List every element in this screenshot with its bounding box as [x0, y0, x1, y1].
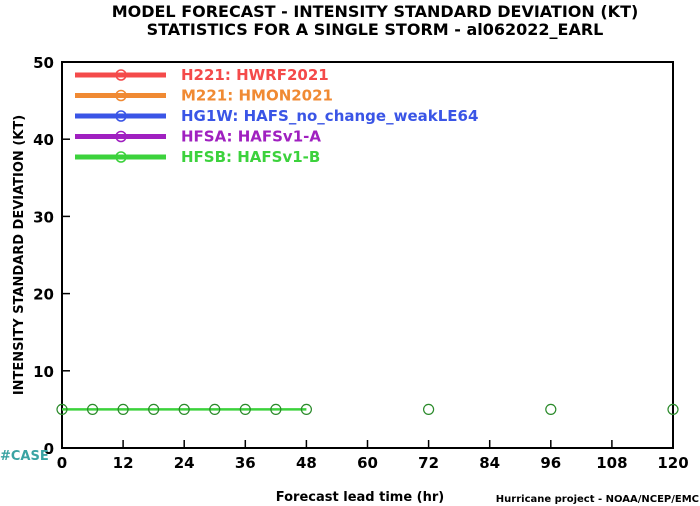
case-marker	[423, 403, 435, 415]
x-tick-label: 84	[479, 454, 500, 472]
x-tick-label: 0	[57, 454, 67, 472]
legend-marker	[115, 130, 127, 143]
case-marker	[239, 403, 251, 415]
case-marker	[667, 403, 679, 415]
case-markers	[56, 403, 679, 415]
legend-label: H221: HWRF2021	[181, 66, 329, 84]
y-axis-ticks: 0 10 20 30 40 50	[33, 54, 70, 458]
x-tick-label: 24	[174, 454, 195, 472]
y-tick-label: 0	[44, 440, 54, 458]
x-axis-ticks: 0 12 24 36 48 60 72 84 96 108 120	[57, 440, 689, 472]
x-axis-label: Forecast lead time (hr)	[276, 490, 444, 505]
x-tick-label: 108	[596, 454, 627, 472]
legend-marker	[115, 110, 127, 122]
x-tick-label: 12	[113, 454, 134, 472]
x-tick-label: 48	[296, 454, 317, 472]
case-marker	[545, 403, 557, 415]
legend-label: HFSA: HAFSv1-A	[181, 128, 321, 146]
x-tick-label: 36	[235, 454, 256, 472]
x-tick-label: 60	[357, 454, 378, 472]
case-marker	[209, 403, 221, 415]
y-axis-label: INTENSITY STANDARD DEVIATION (KT)	[12, 115, 27, 395]
case-marker	[86, 403, 99, 415]
case-marker	[148, 403, 160, 415]
x-tick-label: 120	[657, 454, 688, 472]
x-tick-label: 72	[418, 454, 439, 472]
case-marker	[300, 403, 312, 415]
case-marker	[270, 403, 282, 415]
chart-subtitle: STATISTICS FOR A SINGLE STORM - al062022…	[147, 20, 604, 39]
legend: H221: HWRF2021 M221: HMON2021 HG1W: HAFS_n…	[75, 66, 478, 166]
legend-label: HG1W: HAFS_no_change_weakLE64	[181, 107, 478, 125]
case-marker	[56, 403, 68, 415]
y-tick-label: 30	[33, 208, 54, 226]
legend-marker	[115, 69, 127, 81]
y-tick-label: 10	[33, 363, 54, 381]
legend-label: M221: HMON2021	[181, 87, 333, 105]
legend-marker	[115, 89, 127, 102]
case-label: #CASE	[0, 449, 49, 464]
chart-title: MODEL FORECAST - INTENSITY STANDARD DEVI…	[112, 2, 639, 21]
case-marker	[178, 403, 190, 415]
legend-label: HFSB: HAFSv1-B	[181, 148, 320, 166]
footer-credit: Hurricane project - NOAA/NCEP/EMC	[496, 494, 699, 505]
legend-marker	[115, 151, 127, 163]
y-tick-label: 20	[33, 286, 54, 304]
case-marker	[117, 403, 129, 415]
y-tick-label: 50	[33, 54, 54, 72]
x-tick-label: 96	[540, 454, 561, 472]
y-tick-label: 40	[33, 131, 54, 149]
